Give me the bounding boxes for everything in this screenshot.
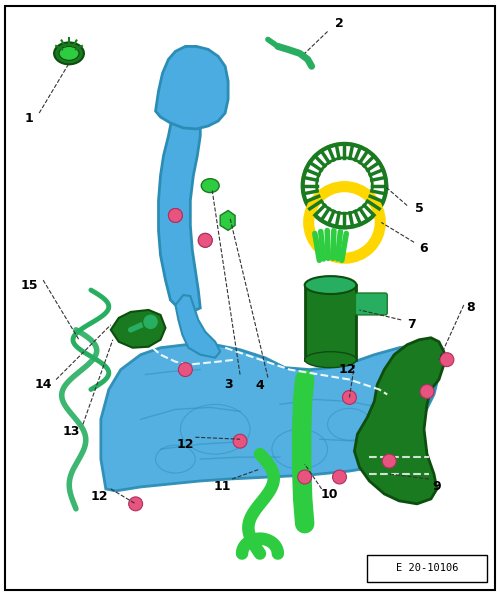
Text: 5: 5: [414, 202, 424, 215]
Circle shape: [168, 209, 182, 222]
Text: 9: 9: [432, 480, 442, 493]
Text: E 20-10106: E 20-10106: [396, 563, 458, 573]
FancyBboxPatch shape: [368, 554, 486, 582]
Ellipse shape: [304, 352, 356, 368]
Bar: [304, 285, 356, 359]
Polygon shape: [176, 295, 220, 358]
Text: 6: 6: [420, 242, 428, 254]
Ellipse shape: [304, 276, 356, 294]
Circle shape: [332, 470, 346, 484]
Polygon shape: [220, 210, 235, 231]
Circle shape: [178, 362, 192, 377]
Circle shape: [440, 353, 454, 367]
Circle shape: [342, 390, 356, 405]
Text: 12: 12: [90, 491, 108, 504]
Polygon shape: [101, 344, 439, 491]
Circle shape: [382, 454, 396, 468]
Circle shape: [198, 234, 212, 247]
Text: 11: 11: [214, 480, 231, 493]
Circle shape: [142, 314, 158, 330]
Circle shape: [128, 497, 142, 511]
Circle shape: [168, 209, 182, 222]
Ellipse shape: [59, 46, 79, 60]
Text: 4: 4: [256, 379, 264, 392]
Text: 8: 8: [466, 302, 475, 315]
Text: 12: 12: [338, 363, 356, 376]
Circle shape: [233, 434, 247, 448]
Text: 10: 10: [321, 488, 338, 501]
Text: 12: 12: [176, 437, 194, 451]
Text: 3: 3: [224, 378, 232, 391]
Text: 14: 14: [34, 378, 52, 391]
Circle shape: [420, 384, 434, 399]
Circle shape: [198, 234, 212, 247]
Polygon shape: [354, 338, 444, 504]
Ellipse shape: [54, 42, 84, 64]
Text: 1: 1: [25, 113, 34, 126]
FancyBboxPatch shape: [356, 293, 387, 315]
Text: 7: 7: [406, 318, 416, 331]
Polygon shape: [156, 46, 228, 129]
Text: 13: 13: [62, 425, 80, 437]
Polygon shape: [111, 310, 166, 347]
Circle shape: [298, 470, 312, 484]
Text: 2: 2: [335, 17, 344, 30]
Ellipse shape: [202, 179, 219, 193]
Polygon shape: [158, 91, 200, 315]
Text: 15: 15: [20, 278, 38, 291]
